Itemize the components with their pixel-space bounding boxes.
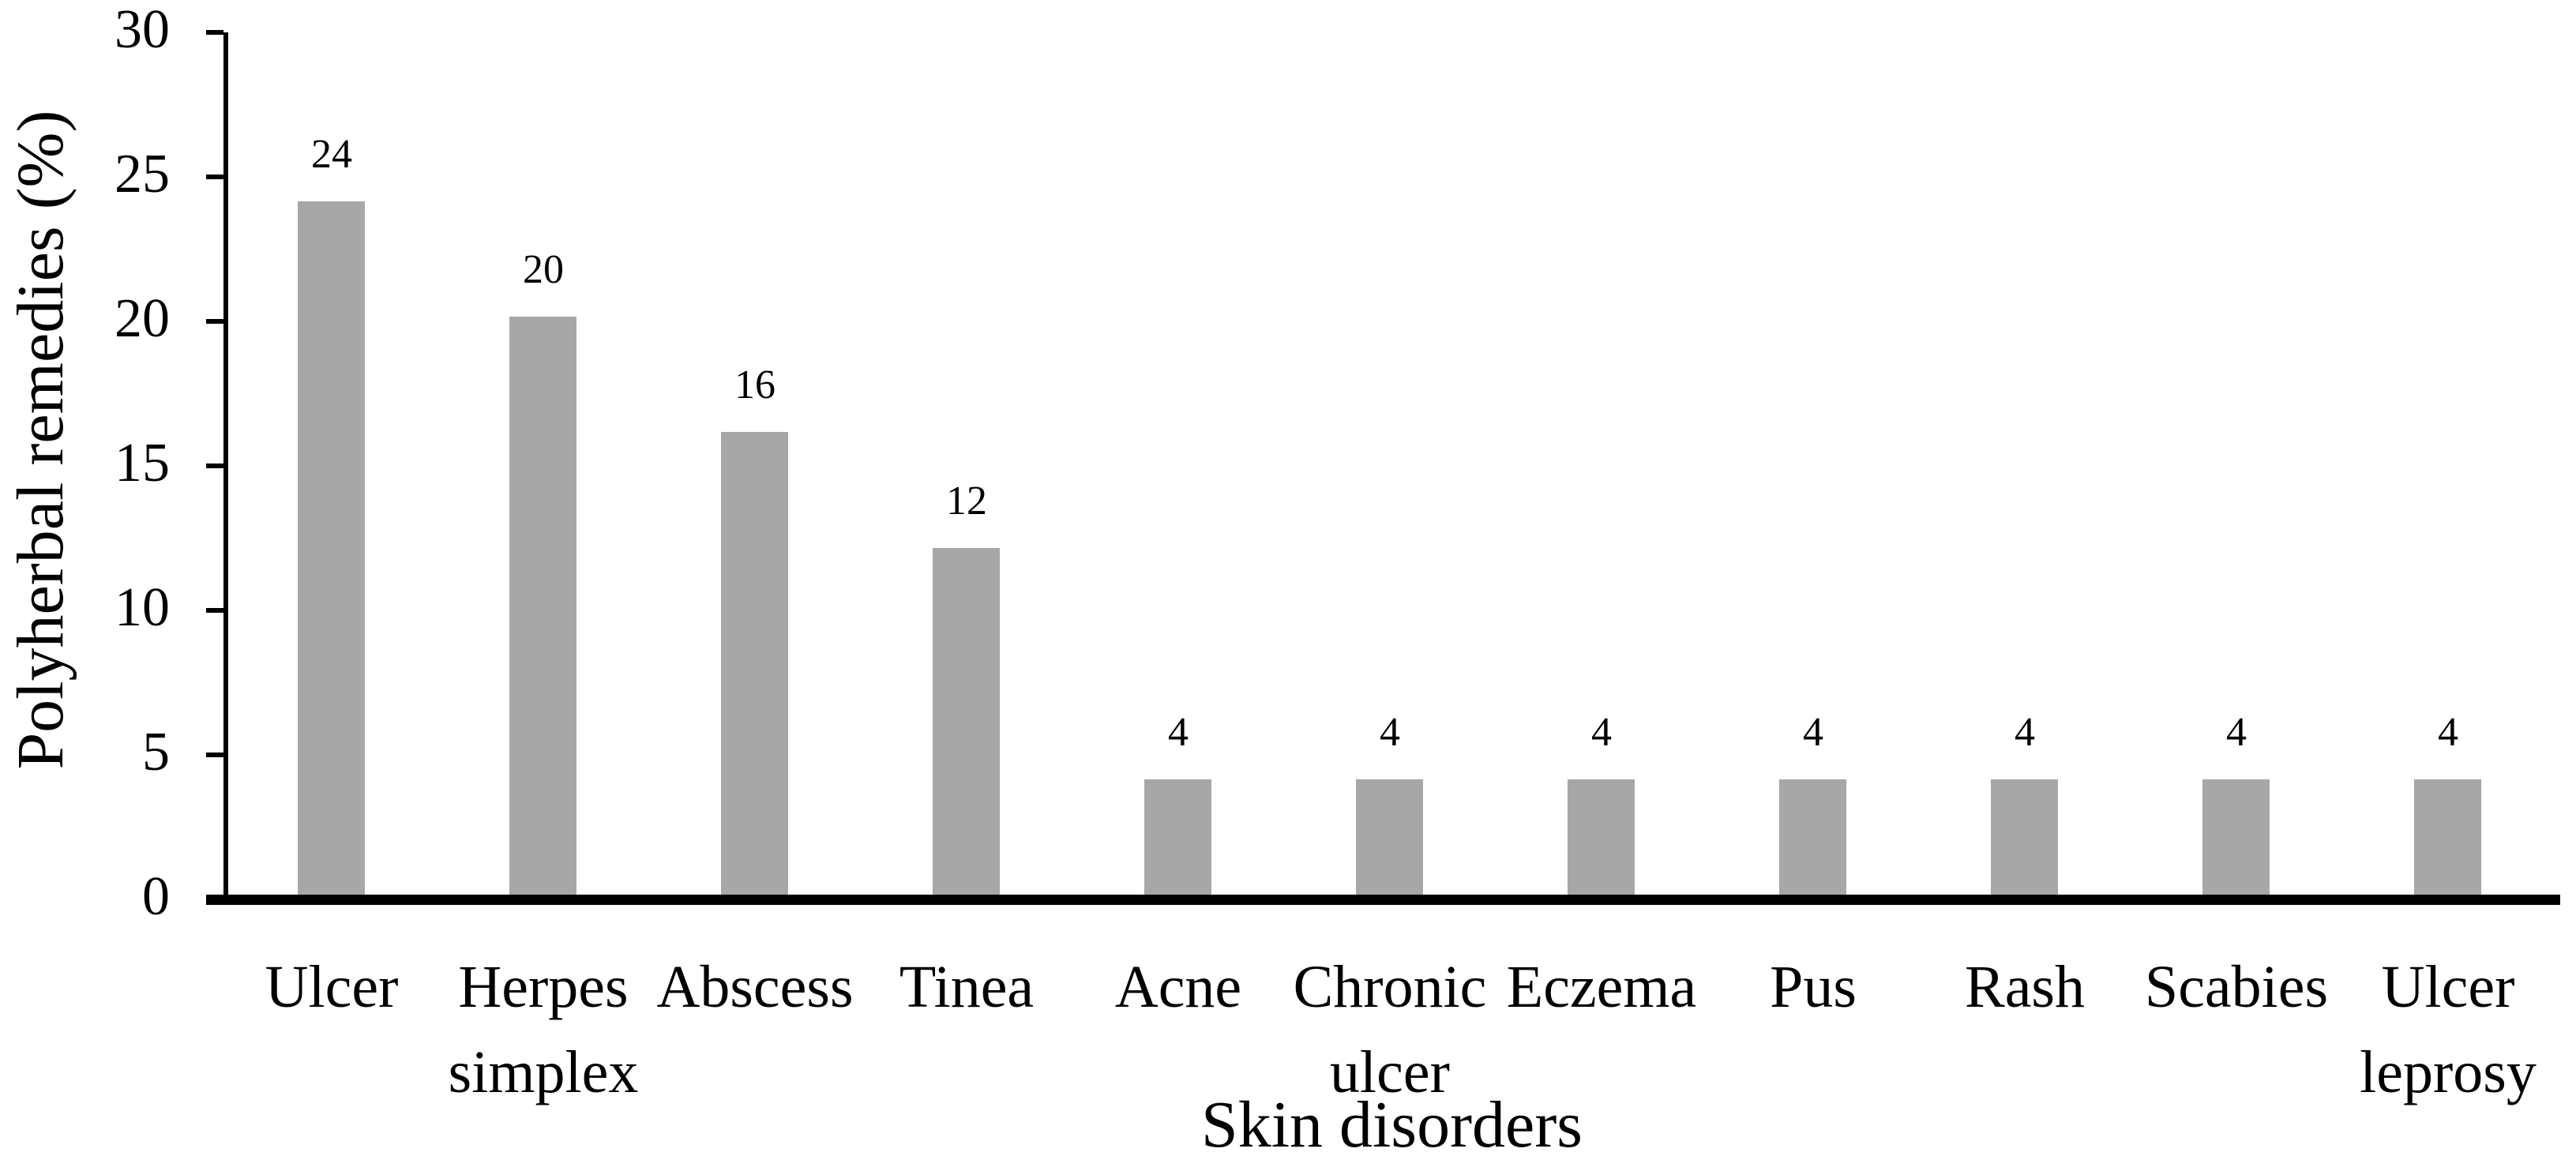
y-tick-mark (206, 464, 223, 468)
bar-value-label: 16 (734, 362, 775, 407)
x-axis-category-label: Pus (1707, 944, 1919, 1030)
bar (509, 317, 576, 895)
bar-value-label: 4 (2438, 710, 2458, 755)
bar (1779, 779, 1846, 895)
x-axis-category-line: Herpes (458, 954, 629, 1020)
x-axis-category-line: leprosy (2360, 1039, 2537, 1105)
x-axis-category-label: Acne (1072, 944, 1284, 1030)
bar (298, 201, 365, 895)
bar-value-label: 20 (523, 247, 564, 292)
bar (721, 432, 788, 895)
bar (2202, 779, 2270, 895)
x-axis-category-line: Ulcer (2381, 954, 2515, 1020)
y-tick-label: 10 (115, 577, 170, 638)
x-axis-category-line: Tinea (899, 954, 1035, 1020)
y-tick-label: 5 (142, 722, 170, 783)
x-axis-category-line: Rash (1965, 954, 2085, 1020)
bar (933, 548, 1000, 895)
bar (1568, 779, 1635, 895)
x-axis-category-line: Ulcer (265, 954, 399, 1020)
y-tick-label: 25 (115, 144, 170, 205)
y-tick-mark (206, 30, 223, 35)
y-tick-mark (206, 753, 223, 757)
x-axis-category-label: Abscess (649, 944, 861, 1030)
y-tick-label: 20 (115, 288, 170, 349)
x-axis-line (206, 895, 2560, 905)
x-axis-category-line: ulcer (1330, 1039, 1450, 1105)
bar (1991, 779, 2058, 895)
y-tick-mark (206, 319, 223, 324)
y-tick-label: 0 (142, 866, 170, 927)
x-axis-category-line: Acne (1114, 954, 1242, 1020)
x-axis-title: Skin disorders (1201, 1088, 1583, 1162)
bar-value-label: 12 (946, 479, 987, 524)
bar-value-label: 4 (1168, 710, 1188, 755)
x-axis-category-line: simplex (448, 1039, 639, 1105)
y-tick-mark (206, 175, 223, 179)
x-axis-category-label: Tinea (861, 944, 1072, 1030)
x-axis-category-line: Scabies (2144, 954, 2329, 1020)
x-axis-category-label: Scabies (2131, 944, 2342, 1030)
x-axis-category-line: Pus (1770, 954, 1857, 1020)
bar-value-label: 4 (1380, 710, 1400, 755)
y-tick-label: 15 (115, 433, 170, 494)
x-axis-category-line: Eczema (1506, 954, 1697, 1020)
bar-value-label: 4 (2015, 710, 2035, 755)
bar-value-label: 4 (1803, 710, 1823, 755)
bar-value-label: 4 (1591, 710, 1612, 755)
x-axis-category-label: Rash (1919, 944, 2131, 1030)
x-axis-category-label: Herpes simplex (437, 944, 649, 1115)
bar (2414, 779, 2481, 895)
bar (1356, 779, 1423, 895)
y-axis-line (223, 32, 228, 905)
x-axis-category-label: Chronic ulcer (1284, 944, 1496, 1115)
x-axis-category-label: Eczema (1496, 944, 1707, 1030)
x-axis-category-label: Ulcer leprosy (2342, 944, 2554, 1115)
bar-value-label: 4 (2226, 710, 2247, 755)
bar (1144, 779, 1211, 895)
x-axis-category-line: Abscess (656, 954, 854, 1020)
y-tick-label: 30 (115, 0, 170, 60)
bar-value-label: 24 (311, 132, 352, 177)
x-axis-category-label: Ulcer (226, 944, 437, 1030)
x-axis-category-line: Chronic (1293, 954, 1487, 1020)
y-tick-mark (206, 608, 223, 613)
